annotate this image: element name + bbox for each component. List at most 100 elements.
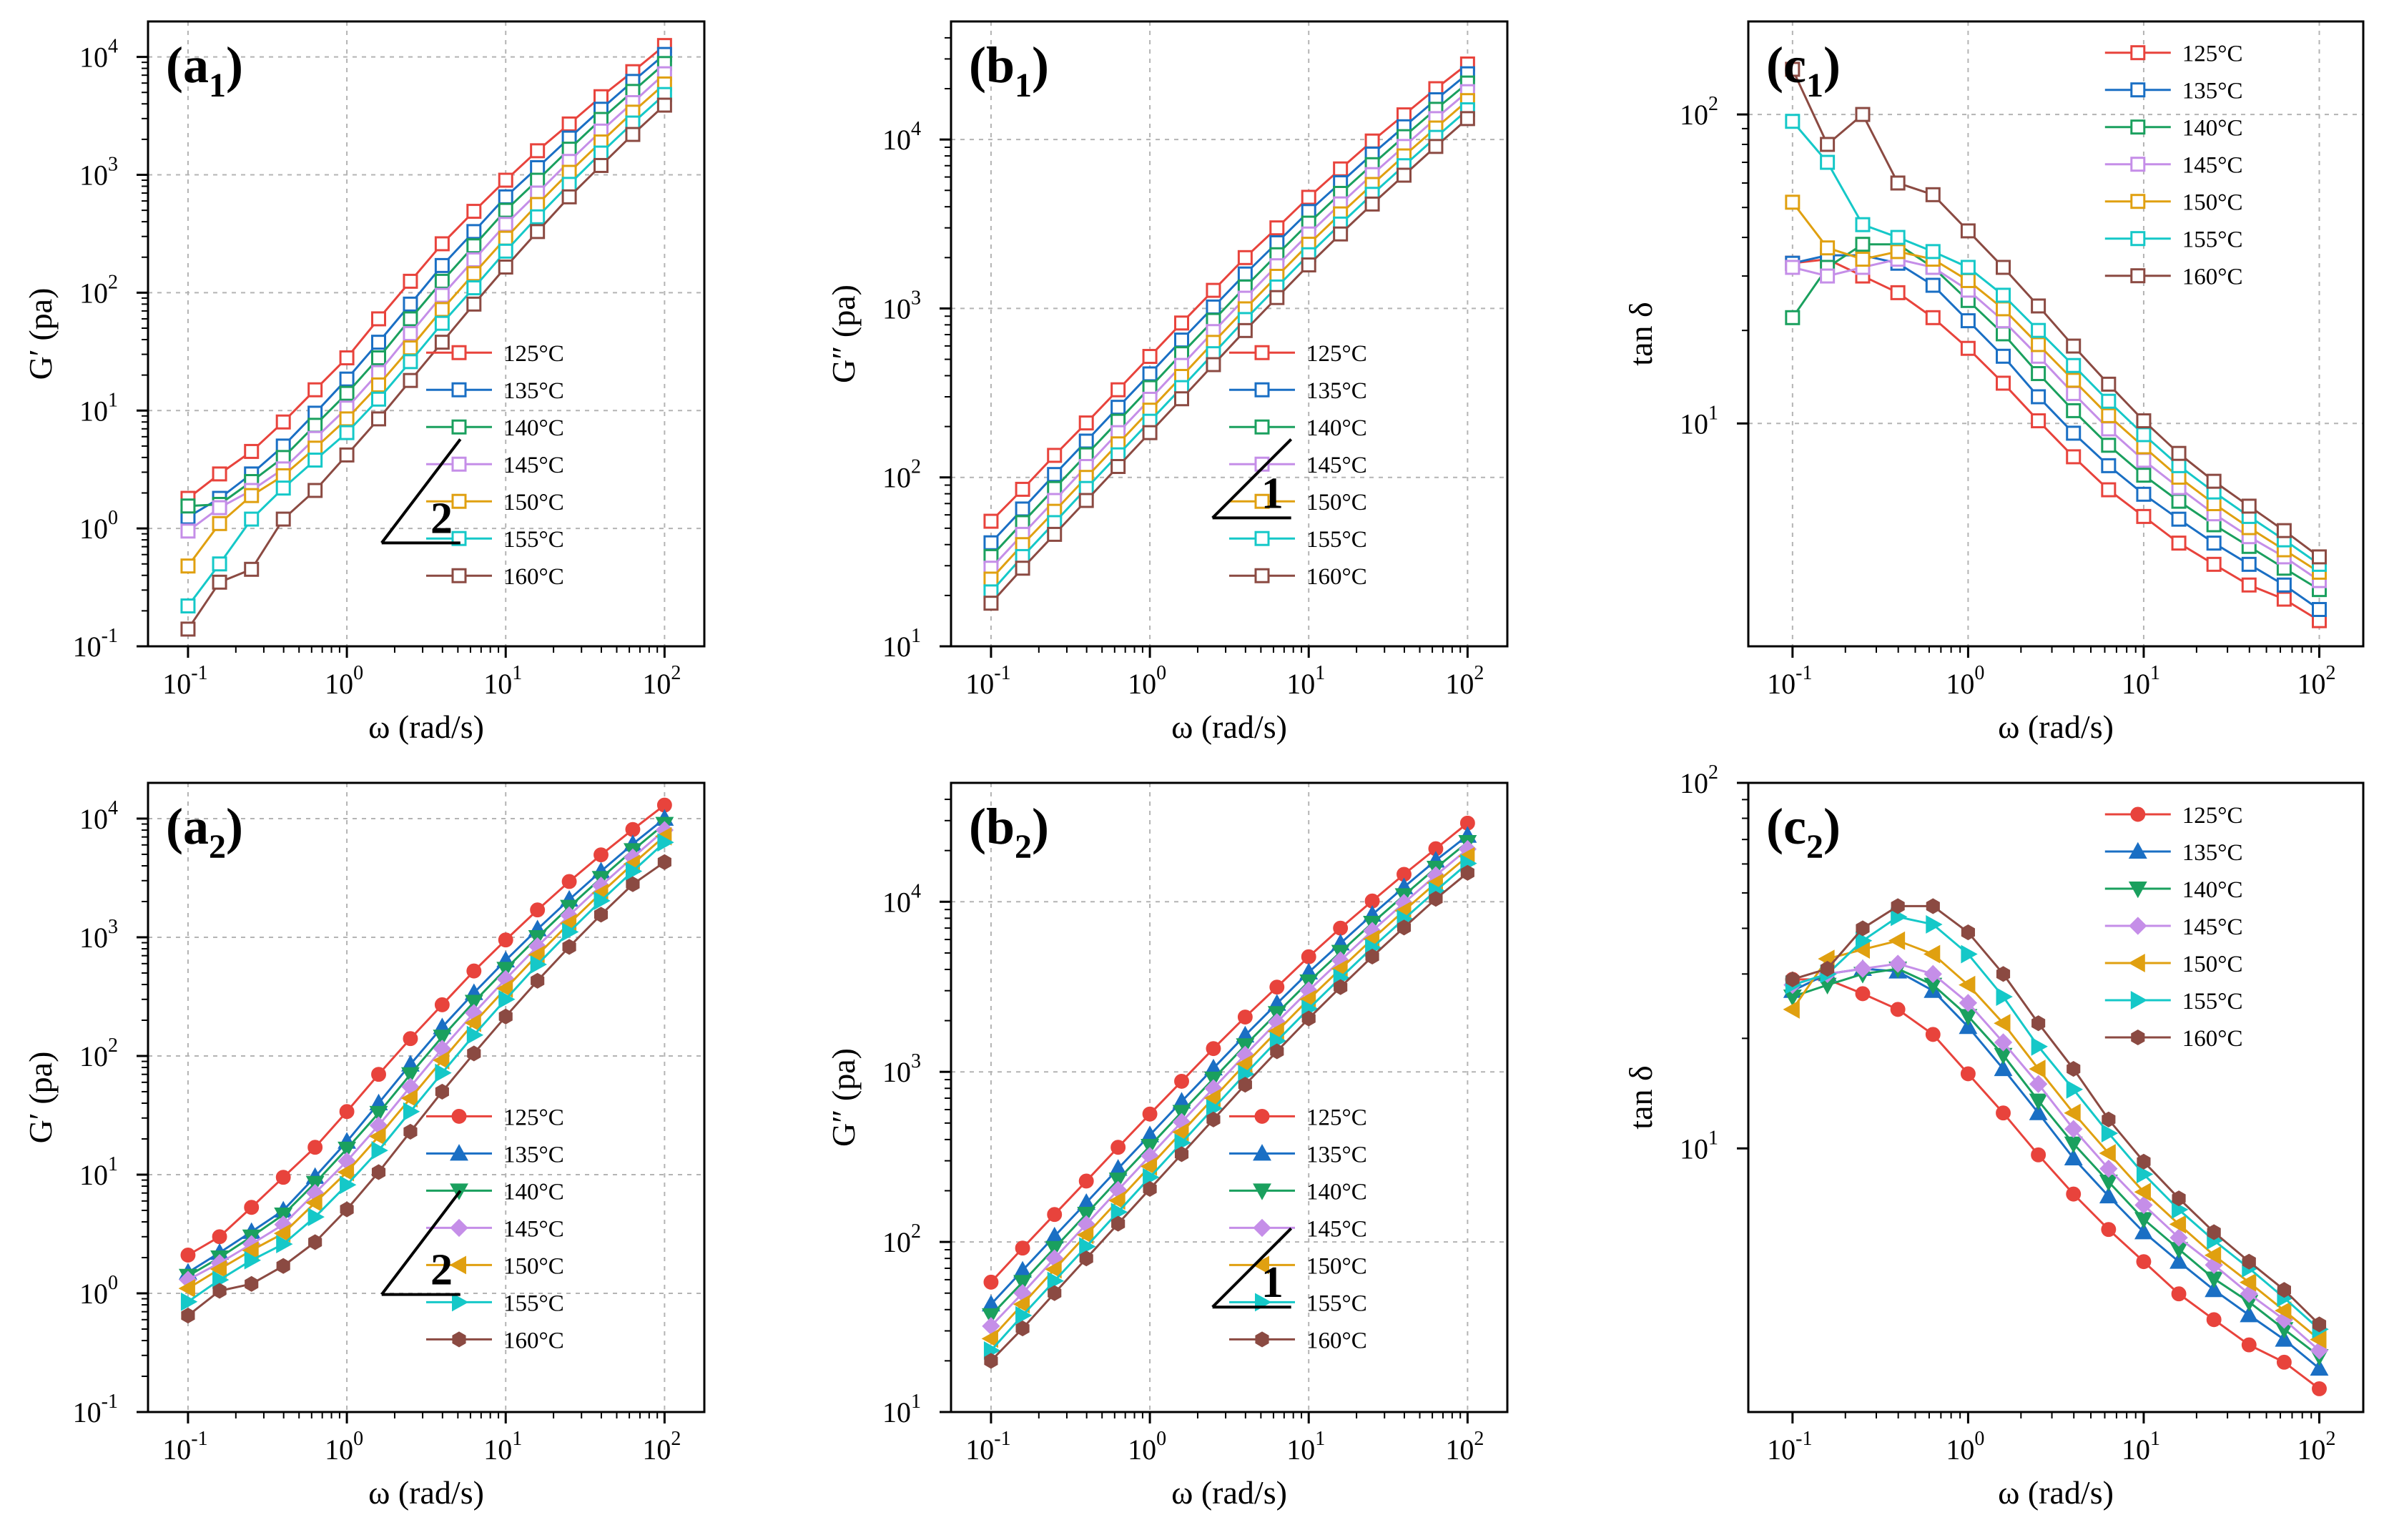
y-tick-label: 104 (882, 118, 921, 156)
data-point (1855, 252, 1871, 267)
data-point (466, 266, 482, 282)
data-point (2312, 1381, 2327, 1396)
legend-label: 160°C (503, 564, 564, 590)
series-150°C (1783, 931, 2327, 1349)
data-point (2206, 1312, 2222, 1328)
data-point (1237, 266, 1253, 282)
data-point (466, 280, 482, 296)
data-point (1143, 1168, 1160, 1187)
data-point (1890, 175, 1906, 191)
legend-marker (450, 1144, 468, 1161)
data-point (1333, 161, 1349, 177)
legend-label: 150°C (1306, 490, 1367, 515)
x-tick-label: 102 (642, 1428, 681, 1466)
series-125°C (1785, 972, 2327, 1396)
x-tick-label: 100 (1128, 662, 1166, 700)
data-point (1785, 971, 1800, 987)
legend-marker (451, 456, 467, 472)
plot-frame (147, 781, 706, 1413)
data-point (180, 621, 196, 637)
data-point (1237, 250, 1253, 265)
data-point (403, 296, 418, 312)
data-point (1959, 975, 1976, 994)
panel-label-close: ) (1032, 36, 1049, 94)
data-point (1015, 501, 1030, 517)
data-point (983, 1274, 999, 1290)
data-point (2066, 372, 2082, 388)
series-160°C (983, 111, 1475, 611)
legend-marker (451, 568, 467, 583)
legend-label: 125°C (2182, 41, 2243, 67)
data-point (1855, 931, 1873, 950)
data-point (340, 1175, 357, 1195)
data-point (2277, 1282, 2291, 1298)
data-point (2064, 1120, 2083, 1138)
data-point (1460, 864, 1474, 881)
data-point (371, 411, 387, 427)
slope-label: 2 (430, 1246, 453, 1295)
series-line (990, 834, 1469, 1305)
data-point (2101, 393, 2117, 409)
series-150°C (180, 76, 672, 574)
series-line (1792, 915, 2320, 1331)
y-tick-label: 104 (882, 880, 921, 918)
x-tick-label: 102 (642, 662, 681, 700)
x-tick-exponent: 1 (512, 1428, 522, 1450)
legend-label: 145°C (503, 453, 564, 478)
x-tick-exponent: -1 (994, 662, 1010, 684)
legend-marker (1254, 493, 1270, 509)
data-point (2066, 425, 2082, 441)
data-point (244, 488, 260, 503)
plot-frame (950, 781, 1509, 1413)
data-point (466, 296, 482, 312)
legend-label: 145°C (1306, 1216, 1367, 1242)
data-point (1047, 448, 1063, 463)
x-tick-exponent: 0 (1156, 662, 1166, 684)
data-point (1960, 272, 1976, 288)
legend-marker (2130, 157, 2146, 172)
slope-label: 2 (430, 494, 453, 543)
data-point (1996, 375, 2011, 391)
data-point (1110, 1140, 1126, 1155)
data-point (530, 197, 546, 212)
data-point (1428, 139, 1444, 154)
y-tick-exponent: -1 (102, 625, 118, 647)
data-point (180, 598, 196, 614)
data-point (2066, 1186, 2082, 1202)
data-point (1960, 313, 1976, 329)
data-point (2099, 1159, 2118, 1178)
y-tick-exponent: 1 (108, 1153, 118, 1175)
data-point (212, 574, 227, 590)
legend-marker (2130, 119, 2146, 135)
data-point (2312, 549, 2328, 565)
data-point (498, 230, 513, 246)
data-point (496, 979, 513, 998)
data-point (2029, 1060, 2046, 1079)
x-tick-label: 101 (1286, 662, 1325, 700)
data-point (2276, 591, 2292, 607)
legend-marker (1253, 1218, 1271, 1238)
series-line (187, 817, 666, 1274)
y-tick-exponent: 3 (108, 916, 118, 938)
data-point (1237, 1010, 1253, 1025)
data-point (2136, 468, 2152, 483)
data-point (657, 854, 671, 870)
series-line (1792, 967, 2320, 1370)
x-tick-label: 10-1 (162, 1428, 207, 1466)
data-point (339, 350, 355, 366)
x-tick-label: 100 (325, 662, 363, 700)
data-point (2134, 1183, 2151, 1202)
legend-label: 125°C (503, 1105, 564, 1130)
y-tick-exponent: 2 (1708, 761, 1718, 784)
data-point (561, 116, 577, 132)
legend-label: 145°C (2182, 914, 2243, 940)
data-point (244, 1200, 260, 1215)
x-tick-exponent: -1 (191, 1428, 207, 1450)
data-point (2064, 1103, 2081, 1122)
legend-label: 155°C (1306, 1290, 1367, 1316)
y-tick-label: 102 (1680, 761, 1718, 799)
data-point (1013, 1295, 1030, 1314)
data-point (1333, 226, 1349, 242)
data-point (2031, 298, 2046, 314)
